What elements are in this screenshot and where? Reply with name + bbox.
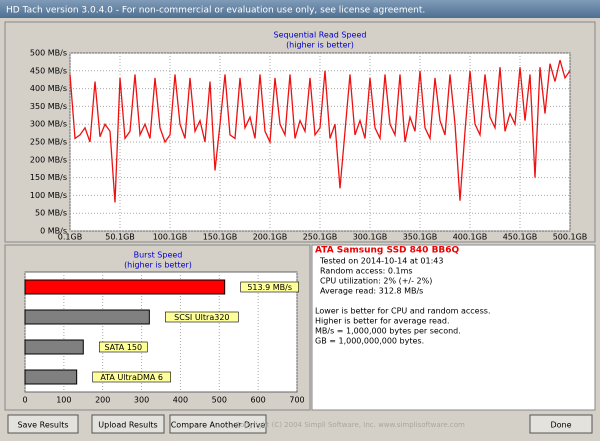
- x-tick-label: 100: [56, 396, 71, 405]
- info-note: GB = 1,000,000,000 bytes.: [315, 337, 424, 346]
- x-tick-label: 400: [173, 396, 188, 405]
- chart-title: Burst Speed: [134, 251, 183, 260]
- bar-label: 513.9 MB/s: [247, 283, 292, 292]
- info-panel: [311, 244, 596, 411]
- y-tick-label: 450 MB/s: [30, 66, 67, 75]
- bar-label: SATA 150: [104, 343, 142, 352]
- bar: [24, 309, 150, 325]
- x-tick-label: 300: [134, 396, 149, 405]
- x-tick-label: 250.1GB: [303, 233, 338, 242]
- x-tick-label: 0.1GB: [58, 233, 82, 242]
- read-line: [69, 59, 571, 203]
- x-tick-label: 50.1GB: [105, 233, 135, 242]
- button[interactable]: [169, 414, 267, 434]
- x-tick-label: 450.1GB: [503, 233, 538, 242]
- chart-title: Sequential Read Speed: [274, 31, 367, 40]
- info-line: CPU utilization: 2% (+/- 2%): [320, 277, 432, 286]
- y-tick-label: 150 MB/s: [30, 173, 67, 182]
- copyright: Copyright (C) 2004 Simpli Software, Inc.…: [235, 421, 465, 429]
- info-note: Higher is better for average read.: [315, 317, 450, 326]
- button-label[interactable]: Compare Another Drive: [171, 421, 266, 430]
- button[interactable]: [529, 414, 593, 434]
- label-box: [165, 311, 239, 323]
- bar: [24, 339, 84, 355]
- button-label[interactable]: Upload Results: [98, 421, 157, 430]
- info-note: Lower is better for CPU and random acces…: [315, 307, 490, 316]
- x-tick-label: 200.1GB: [253, 233, 288, 242]
- x-tick-label: 500.1GB: [553, 233, 588, 242]
- button[interactable]: [7, 414, 79, 434]
- x-tick-label: 600: [251, 396, 266, 405]
- info-line: Average read: 312.8 MB/s: [320, 287, 423, 296]
- label-box: [98, 341, 148, 353]
- x-tick-label: 500: [212, 396, 227, 405]
- x-tick-label: 700: [289, 396, 304, 405]
- y-tick-label: 0 MB/s: [40, 227, 67, 236]
- info-note: MB/s = 1,000,000 bytes per second.: [315, 327, 461, 336]
- x-tick-label: 350.1GB: [403, 233, 438, 242]
- y-tick-label: 500 MB/s: [30, 49, 67, 58]
- y-tick-label: 200 MB/s: [30, 155, 67, 164]
- window-title: HD Tach version 3.0.4.0 - For non-commer…: [6, 6, 425, 16]
- x-tick-label: 0: [22, 396, 27, 405]
- x-tick-label: 400.1GB: [453, 233, 488, 242]
- button-label[interactable]: Save Results: [17, 421, 68, 430]
- drive-name: ATA Samsung SSD 840 BB6Q: [315, 246, 460, 256]
- read-plot: [69, 52, 571, 232]
- button[interactable]: [91, 414, 165, 434]
- label-box: [240, 281, 299, 293]
- x-tick-label: 100.1GB: [153, 233, 188, 242]
- x-tick-label: 300.1GB: [353, 233, 388, 242]
- button-label[interactable]: Done: [550, 421, 571, 430]
- x-tick-label: 200: [95, 396, 110, 405]
- bar: [24, 369, 78, 385]
- y-tick-label: 350 MB/s: [30, 102, 67, 111]
- label-box: [92, 371, 171, 383]
- chart-subtitle: (higher is better): [124, 261, 192, 270]
- y-tick-label: 300 MB/s: [30, 120, 67, 129]
- bar: [24, 279, 226, 295]
- x-tick-label: 150.1GB: [203, 233, 238, 242]
- y-tick-label: 400 MB/s: [30, 84, 67, 93]
- title-bar: [0, 0, 600, 18]
- info-line: Random access: 0.1ms: [320, 267, 413, 276]
- y-tick-label: 250 MB/s: [30, 138, 67, 147]
- chart-subtitle: (higher is better): [286, 41, 354, 50]
- y-tick-label: 100 MB/s: [30, 191, 67, 200]
- info-line: Tested on 2014-10-14 at 01:43: [319, 257, 443, 266]
- y-tick-label: 50 MB/s: [35, 209, 67, 218]
- bar-label: ATA UltraDMA 6: [100, 373, 163, 382]
- bar-label: SCSI Ultra320: [174, 313, 229, 322]
